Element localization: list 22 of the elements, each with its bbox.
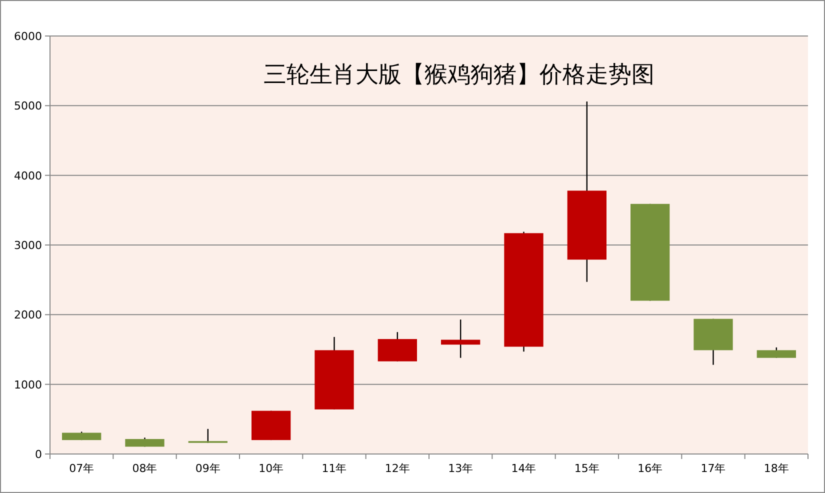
x-tick-label: 16年 bbox=[638, 462, 663, 475]
y-tick-label: 1000 bbox=[14, 378, 42, 392]
x-tick-label: 14年 bbox=[511, 462, 536, 475]
text: 三轮生肖大版【猴鸡狗猪】价格走势图 bbox=[264, 62, 654, 88]
candlestick bbox=[441, 318, 480, 358]
x-tick-label: 08年 bbox=[132, 462, 158, 475]
x-tick-label: 11年 bbox=[322, 462, 347, 475]
candlestick bbox=[188, 428, 228, 444]
x-tick-label: 17年 bbox=[700, 462, 726, 475]
x-tick-label: 10年 bbox=[258, 462, 284, 475]
x-tick-label: 07年 bbox=[69, 462, 94, 475]
x-tick-label: 18年 bbox=[764, 462, 789, 475]
y-tick-label: 0 bbox=[35, 448, 42, 461]
x-tick-label: 13年 bbox=[448, 462, 474, 475]
y-tick-label: 4000 bbox=[14, 169, 42, 182]
y-tick-label: 5000 bbox=[14, 100, 42, 113]
y-tick-label: 6000 bbox=[14, 30, 42, 43]
x-tick-label: 09年 bbox=[195, 462, 220, 475]
x-tick-label: 12年 bbox=[384, 462, 410, 475]
y-tick-label: 3000 bbox=[14, 239, 42, 252]
y-tick-label: 2000 bbox=[14, 308, 42, 322]
x-tick-label: 15年 bbox=[574, 462, 600, 475]
